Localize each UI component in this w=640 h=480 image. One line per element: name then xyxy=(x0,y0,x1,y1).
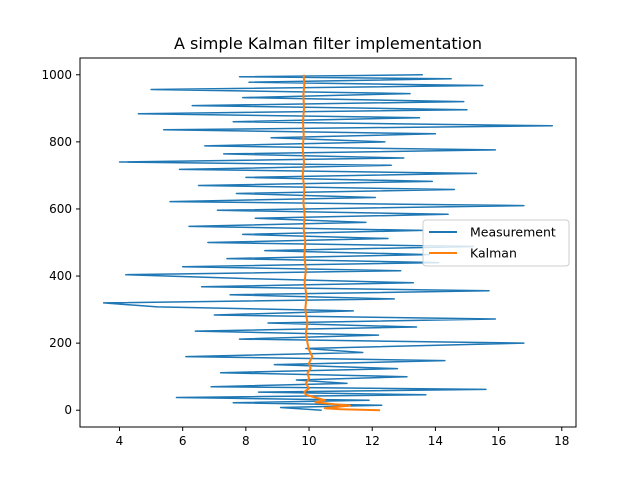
y-tick-label: 400 xyxy=(49,269,72,283)
chart-title: A simple Kalman filter implementation xyxy=(174,34,482,53)
y-tick-label: 600 xyxy=(49,202,72,216)
y-tick-label: 800 xyxy=(49,135,72,149)
x-tick-label: 8 xyxy=(242,434,250,448)
x-tick-label: 14 xyxy=(428,434,443,448)
y-tick-label: 0 xyxy=(64,403,72,417)
axes: 4 6 8 10 12 14 16 18 0 200 400 600 800 1000 xyxy=(41,57,577,448)
legend-label: Kalman xyxy=(470,246,517,261)
legend-label: Measurement xyxy=(470,225,556,240)
legend: Measurement Kalman xyxy=(422,219,570,267)
x-tick-label: 16 xyxy=(491,434,506,448)
x-tick-label: 6 xyxy=(179,434,187,448)
y-tick-label: 200 xyxy=(49,336,72,350)
legend-box xyxy=(422,219,570,267)
kalman-line xyxy=(301,74,381,412)
y-tick-label: 1000 xyxy=(41,68,72,82)
x-tick-label: 12 xyxy=(365,434,380,448)
x-tick-label: 4 xyxy=(116,434,124,448)
x-tick-label: 18 xyxy=(554,434,569,448)
axes-frame xyxy=(79,57,577,428)
x-tick-label: 10 xyxy=(301,434,316,448)
